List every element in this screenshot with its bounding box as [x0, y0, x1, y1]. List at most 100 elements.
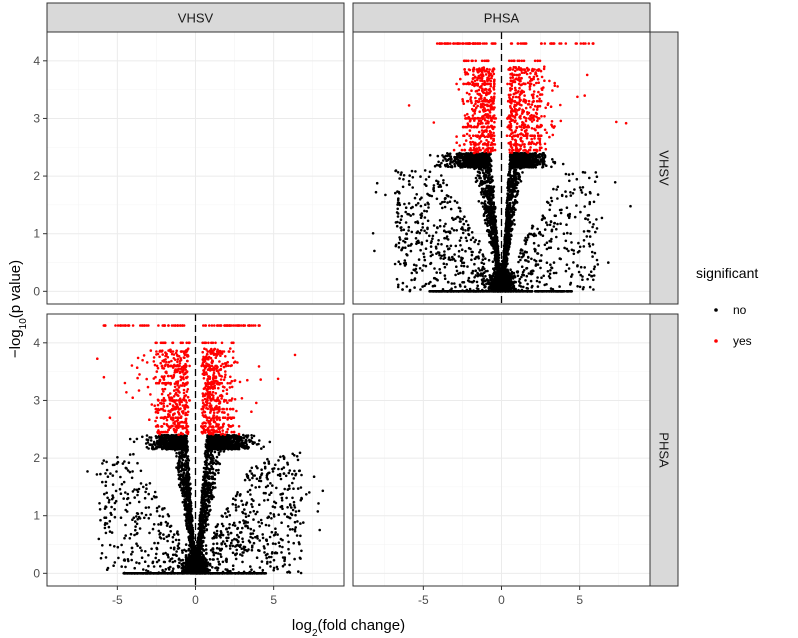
point-nonsignificant [394, 191, 397, 195]
point-nonsignificant [576, 264, 579, 267]
point-nonsignificant [507, 206, 511, 210]
point-nonsignificant [478, 184, 481, 188]
point-nonsignificant [490, 227, 493, 230]
point-nonsignificant [446, 201, 449, 204]
point-nonsignificant [433, 284, 436, 288]
point-nonsignificant [393, 262, 397, 266]
point-nonsignificant [468, 287, 472, 291]
point-significant [476, 78, 479, 82]
point-nonsignificant [480, 183, 484, 186]
point-nonsignificant [470, 253, 474, 257]
point-nonsignificant [581, 278, 584, 282]
point-nonsignificant [449, 207, 453, 211]
point-nonsignificant [518, 160, 522, 164]
point-nonsignificant [533, 258, 536, 262]
point-nonsignificant [545, 261, 549, 265]
point-nonsignificant [427, 175, 431, 179]
point-nonsignificant [489, 278, 492, 282]
point-nonsignificant [418, 267, 422, 270]
point-significant [514, 119, 517, 122]
point-nonsignificant [439, 271, 442, 275]
point-nonsignificant [517, 288, 520, 292]
point-nonsignificant [524, 290, 528, 293]
point-nonsignificant [455, 269, 459, 273]
point-nonsignificant [414, 170, 417, 173]
point-nonsignificant [548, 223, 552, 227]
point-nonsignificant [478, 176, 481, 180]
point-nonsignificant [564, 190, 567, 193]
point-nonsignificant [373, 249, 376, 253]
point-nonsignificant [477, 290, 481, 293]
point-nonsignificant [441, 200, 444, 204]
point-nonsignificant [593, 251, 597, 255]
point-nonsignificant [399, 173, 403, 176]
point-significant [466, 112, 469, 116]
point-nonsignificant [471, 154, 475, 157]
point-nonsignificant [504, 246, 507, 249]
point-nonsignificant [397, 201, 401, 205]
point-nonsignificant [397, 190, 401, 194]
point-nonsignificant [428, 170, 432, 174]
point-nonsignificant [491, 260, 495, 264]
point-nonsignificant [414, 237, 418, 240]
point-nonsignificant [441, 288, 445, 291]
point-nonsignificant [509, 188, 513, 192]
point-nonsignificant [454, 244, 458, 248]
point-nonsignificant [404, 210, 408, 214]
point-nonsignificant [510, 234, 513, 238]
point-nonsignificant [509, 175, 512, 178]
point-nonsignificant [531, 269, 535, 273]
point-nonsignificant [449, 196, 453, 199]
point-nonsignificant [536, 276, 539, 279]
point-significant [536, 77, 540, 81]
point-nonsignificant [486, 219, 489, 222]
point-nonsignificant [459, 271, 462, 275]
point-nonsignificant [458, 217, 462, 220]
point-nonsignificant [582, 239, 586, 242]
point-nonsignificant [481, 258, 485, 262]
point-nonsignificant [508, 216, 511, 220]
point-nonsignificant [568, 179, 571, 183]
point-nonsignificant [465, 239, 469, 243]
point-nonsignificant [552, 187, 555, 191]
point-nonsignificant [600, 216, 604, 220]
point-significant [532, 90, 536, 93]
point-nonsignificant [437, 180, 440, 184]
point-nonsignificant [396, 171, 400, 174]
point-nonsignificant [461, 231, 465, 235]
point-nonsignificant [488, 221, 491, 224]
point-nonsignificant [485, 180, 489, 184]
point-nonsignificant [591, 255, 594, 258]
point-nonsignificant [465, 219, 468, 223]
point-nonsignificant [536, 160, 539, 164]
point-nonsignificant [481, 253, 485, 256]
point-nonsignificant [506, 242, 509, 245]
point-nonsignificant [506, 189, 510, 192]
point-significant [544, 106, 547, 110]
point-nonsignificant [515, 201, 519, 204]
point-nonsignificant [410, 278, 413, 282]
point-nonsignificant [549, 246, 553, 249]
point-nonsignificant [445, 235, 449, 238]
point-nonsignificant [550, 199, 554, 203]
point-nonsignificant [560, 290, 564, 293]
point-nonsignificant [493, 243, 497, 247]
point-nonsignificant [459, 159, 462, 162]
point-nonsignificant [478, 239, 481, 243]
point-nonsignificant [482, 195, 486, 198]
point-nonsignificant [407, 202, 411, 205]
point-nonsignificant [555, 227, 558, 231]
point-nonsignificant [524, 158, 528, 161]
point-nonsignificant [445, 244, 449, 248]
point-nonsignificant [448, 162, 452, 165]
point-nonsignificant [506, 186, 510, 189]
point-nonsignificant [450, 227, 454, 230]
point-nonsignificant [449, 244, 453, 248]
point-nonsignificant [509, 282, 512, 286]
point-nonsignificant [427, 206, 430, 209]
point-nonsignificant [487, 174, 490, 178]
point-significant [474, 96, 477, 100]
point-significant [523, 145, 526, 149]
point-nonsignificant [513, 177, 516, 181]
point-nonsignificant [522, 165, 525, 169]
